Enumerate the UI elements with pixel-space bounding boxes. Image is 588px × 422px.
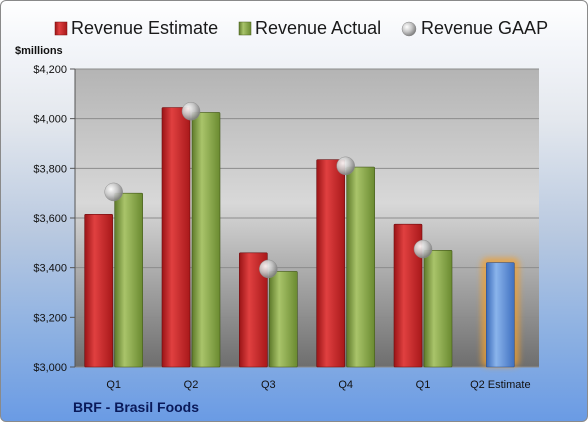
unit-label: $millions [15,45,63,57]
x-category-label: Q1 [416,379,431,391]
y-tick-label: $3,000 [33,362,67,374]
legend-swatch-gaap [401,21,417,37]
legend-swatch-actual [238,21,252,36]
legend-item-estimate[interactable]: Revenue Estimate [54,18,218,38]
bar-revenue-actual[interactable] [346,166,375,368]
bar-revenue-actual[interactable] [114,192,143,368]
x-category-label: Q2 Estimate [470,379,531,391]
bar-revenue-estimate[interactable] [161,107,191,368]
bar-revenue-estimate[interactable] [239,252,268,368]
bar-revenue-estimate[interactable] [393,223,423,368]
bar-revenue-actual[interactable] [423,249,453,368]
x-category-label: Q4 [338,379,353,391]
y-tick-label: $3,400 [33,263,67,275]
gaap-markers [104,101,433,279]
legend: Revenue Estimate Revenue Actual Revenue … [54,18,548,38]
bars [84,107,520,368]
x-category-label: Q3 [261,379,276,391]
bar-revenue-estimate[interactable] [84,213,113,368]
bar-revenue-actual[interactable] [191,112,221,368]
legend-item-actual[interactable]: Revenue Actual [238,18,381,38]
marker-revenue-gaap[interactable] [259,259,278,279]
company-footer: BRF - Brasil Foods [73,399,199,415]
y-tick-label: $3,200 [33,312,67,324]
y-tick-label: $3,600 [33,213,67,225]
bar-revenue-actual[interactable] [269,271,298,368]
legend-label-gaap: Revenue GAAP [421,18,548,38]
gridlines [75,68,539,368]
marker-revenue-gaap[interactable] [336,156,355,176]
legend-label-estimate: Revenue Estimate [71,18,218,38]
x-axis-categories: Q1 Q2 Q3 Q4 Q1 Q2 Estimate [106,379,530,391]
legend-item-gaap[interactable]: Revenue GAAP [401,18,548,38]
x-category-label: Q1 [106,379,121,391]
y-axis-ticks: $3,000 $3,200 $3,400 $3,600 $3,800 $4,000 $4,2… [33,64,76,374]
bar-q2-estimate[interactable] [486,262,515,368]
marker-revenue-gaap[interactable] [104,182,123,202]
y-tick-label: $4,000 [33,114,67,126]
legend-swatch-estimate [54,21,68,36]
marker-revenue-gaap[interactable] [181,101,201,121]
y-tick-label: $4,200 [33,64,67,76]
marker-revenue-gaap[interactable] [413,239,433,259]
x-category-label: Q2 [184,379,199,391]
y-tick-label: $3,800 [33,163,67,175]
bar-revenue-estimate[interactable] [316,159,345,368]
legend-label-actual: Revenue Actual [255,18,381,38]
